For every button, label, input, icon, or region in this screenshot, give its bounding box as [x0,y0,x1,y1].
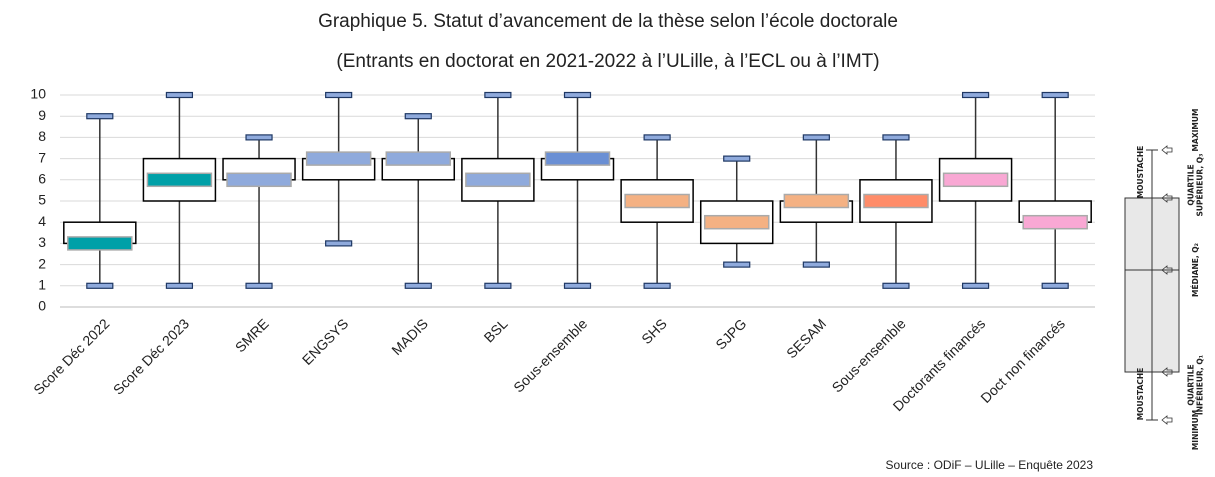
whisker-cap [961,91,990,99]
median-bar [226,172,292,188]
y-tick-label: 4 [38,213,46,229]
median-bar [67,236,133,251]
whisker-cap [1041,282,1069,289]
whisker-cap [245,282,273,289]
y-tick-label: 2 [38,255,46,271]
median-bar [465,172,531,188]
legend-whisker-label: MOUSTACHE [1136,146,1145,199]
y-tick-label: 3 [38,234,46,250]
median-bar [1022,214,1088,230]
y-tick-label: 7 [38,149,46,165]
legend-arrow [1161,193,1173,203]
whisker-cap [86,113,114,120]
legend-label: MAXIMUM [1191,109,1200,152]
whisker-cap [165,282,194,289]
median-bar [544,151,611,166]
y-tick-label: 6 [38,171,46,187]
median-bar [385,151,452,166]
whisker-cap [643,134,671,141]
chart-title: Graphique 5. Statut d’avancement de la t… [318,11,898,32]
median-bar [863,193,929,209]
whisker-cap [484,91,512,99]
legend-label: INFÉRIEUR, Q₁ [1196,355,1205,415]
legend-label: SUPÉRIEUR, Q₃ [1196,154,1205,217]
legend-label: MÉDIANE, Q₂ [1191,243,1200,297]
x-tick-label: BSL [481,315,511,345]
y-tick-label: 8 [38,128,46,144]
x-tick-label: ENGSYS [299,315,352,368]
whisker-cap [325,240,353,247]
whisker-cap [643,282,671,289]
median-bar [783,193,850,209]
whisker-cap [961,282,990,289]
legend-label: MINIMUM [1191,410,1200,450]
whisker-cap [165,91,194,99]
legend-arrow [1161,265,1173,275]
whisker-cap [1041,91,1069,99]
y-tick-label: 5 [38,192,46,208]
legend-label: QUARTILE [1187,364,1196,405]
whisker-cap [563,282,592,289]
x-tick-label: SHS [638,315,670,347]
median-bar [942,172,1009,188]
x-tick-label: Score Déc 2022 [30,315,112,397]
x-tick-label: SESAM [783,315,829,361]
legend-arrow [1161,145,1173,155]
whisker-cap [484,282,512,289]
whisker-cap [404,282,432,289]
source: Source : ODiF – ULille – Enquête 2023 [886,458,1094,472]
x-tick-label: Score Déc 2023 [110,315,192,397]
whisker-cap [723,261,751,268]
median-bar [305,151,372,166]
whisker-cap [86,282,114,289]
x-tick-label: MADIS [388,315,431,358]
y-tick-label: 1 [38,277,46,293]
x-tick-label: SJPG [712,315,749,352]
legend-arrow [1161,367,1173,377]
whisker-cap [245,134,273,141]
whisker-cap [404,113,432,120]
legend-label: QUARTILE [1187,164,1196,205]
median-bar [703,214,770,230]
legend-arrow [1161,415,1173,425]
legend-whisker-label: MOUSTACHE [1136,368,1145,421]
y-tick-label: 0 [38,298,46,314]
whisker-cap [882,282,910,289]
whisker-cap [802,261,830,268]
x-tick-label: SMRE [232,315,272,355]
x-tick-label: Doct non financés [977,315,1068,406]
y-tick-label: 10 [30,86,46,102]
x-tick-label: Sous-ensemble [510,315,590,395]
whisker-cap [723,155,751,162]
chart-subtitle: (Entrants en doctorat en 2021-2022 à l’U… [336,51,879,72]
median-bar [624,193,690,209]
x-tick-label: Sous-ensemble [829,315,909,395]
median-bar [146,172,213,188]
whisker-cap [325,91,353,99]
whisker-cap [882,134,910,141]
whisker-cap [563,91,592,99]
y-tick-label: 9 [38,107,46,123]
whisker-cap [802,134,830,141]
